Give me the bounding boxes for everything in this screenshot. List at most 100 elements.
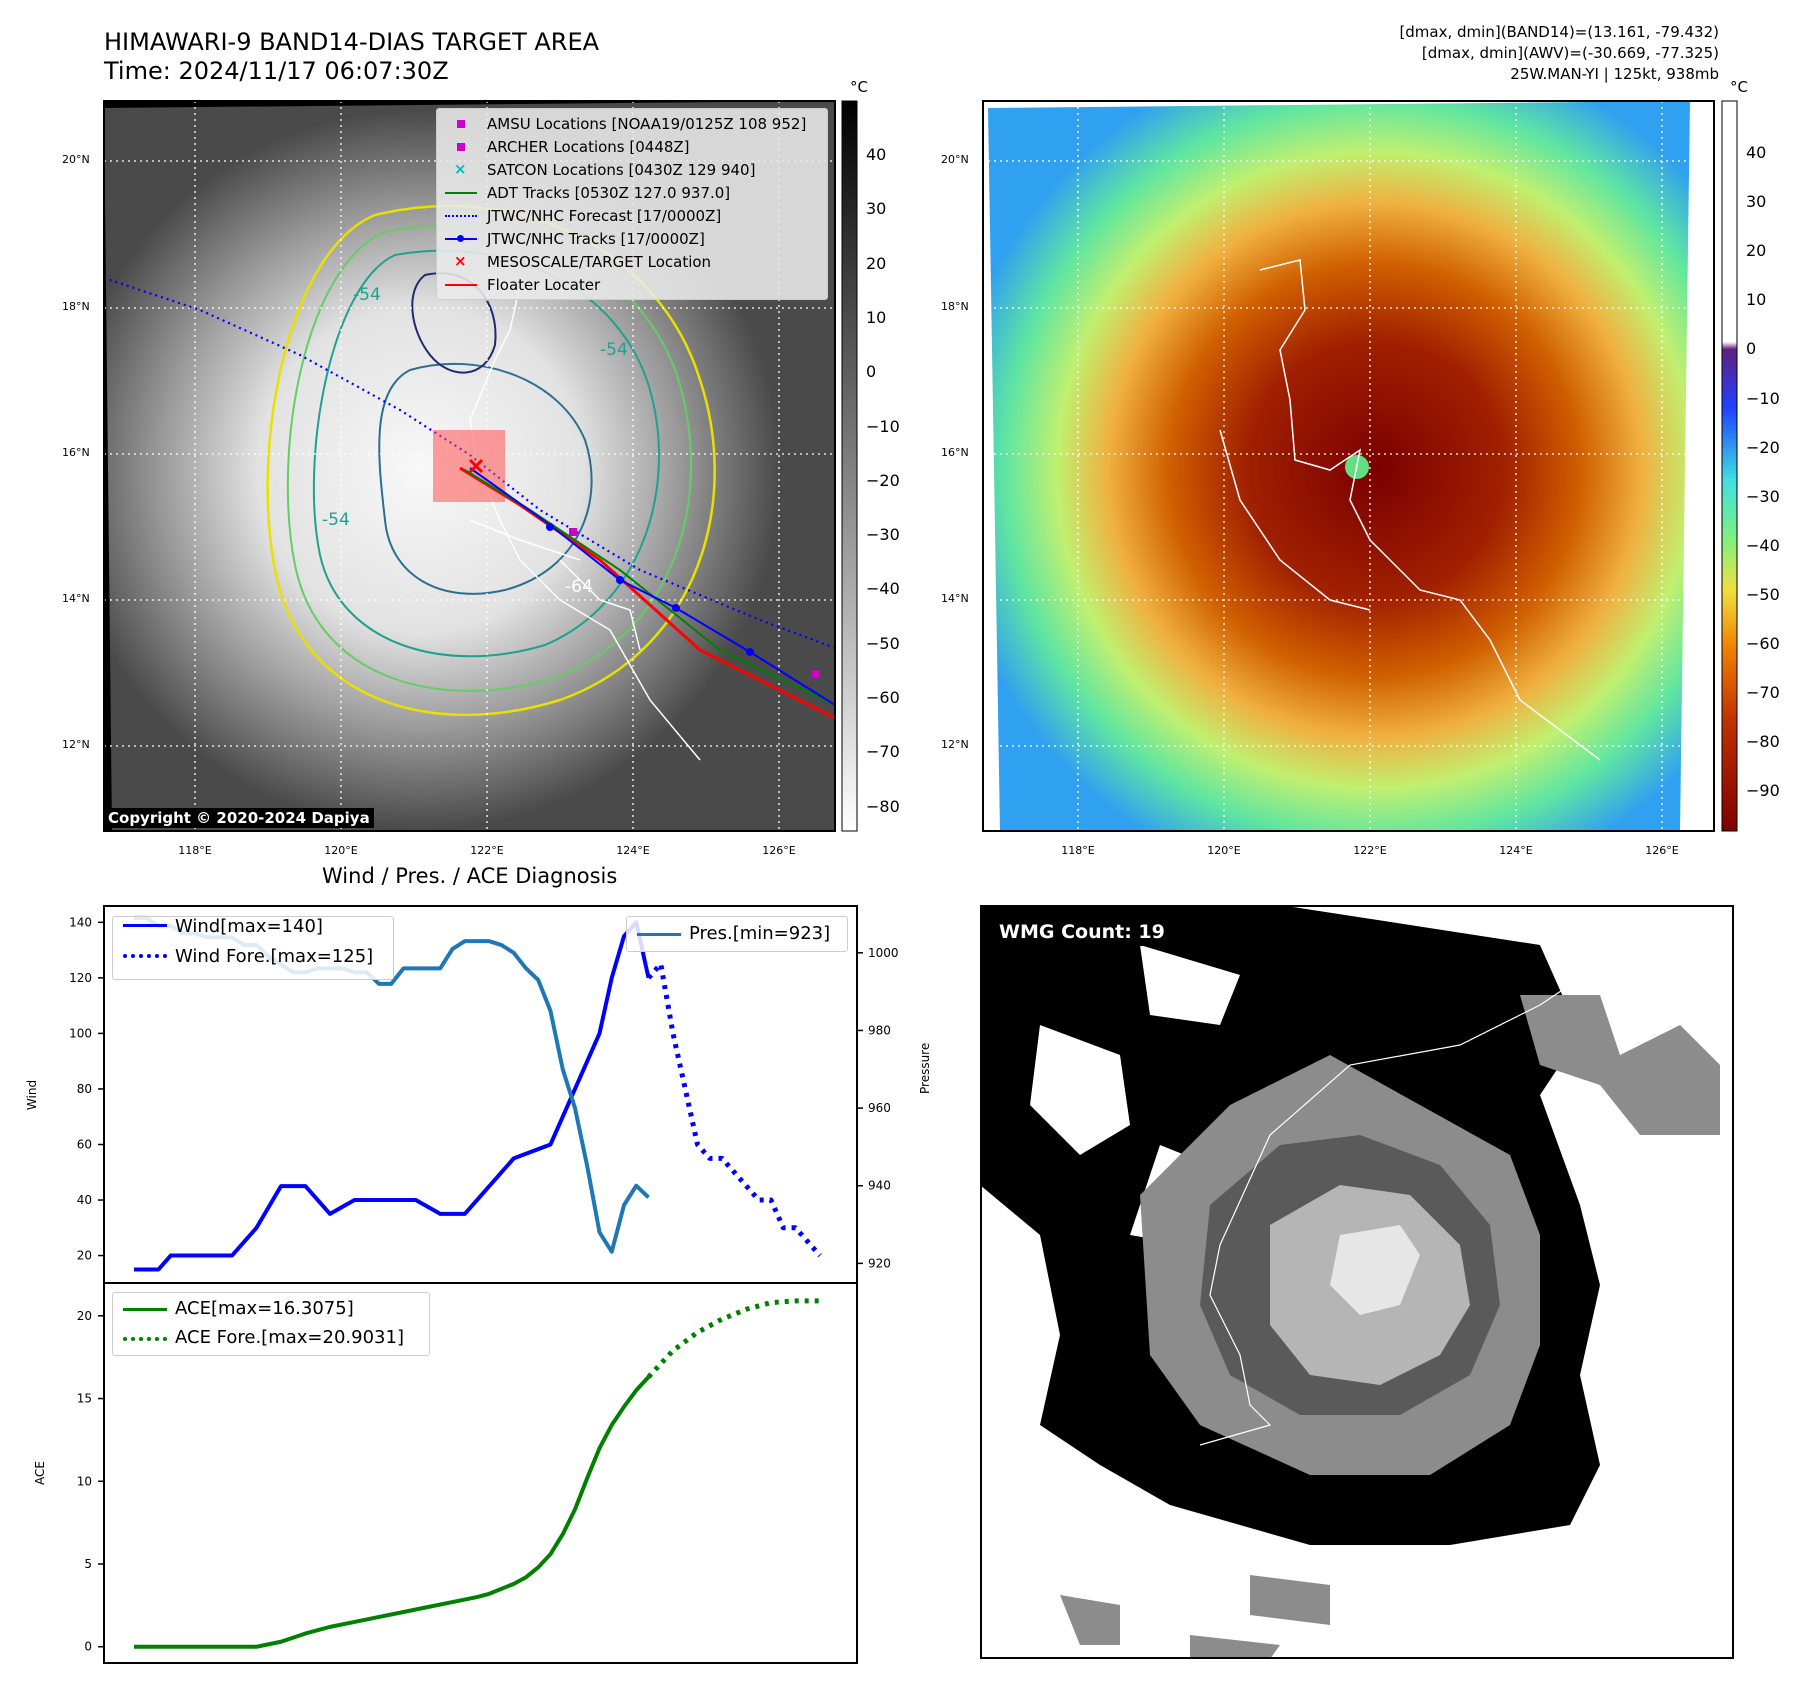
map1-contour-label: -64 [565,577,593,597]
wind-fore-legend-label: Wind Fore.[max=125] [175,946,374,967]
ace-ytick-label: 15 [77,1392,92,1406]
map1-legend-item: Floater Locater [437,274,827,296]
wmg-eye [1330,1225,1420,1315]
ace-legend: ACE[max=16.3075] ACE Fore.[max=20.9031] [112,1292,430,1356]
map2-lat-label: 20°N [941,153,969,166]
wind-ytick-label: 140 [69,915,92,929]
map1-contour-blue [378,362,593,595]
wind-series-line [134,920,651,1272]
wmg-frame [980,905,1734,1659]
wind-legend-label: Wind[max=140] [175,916,323,937]
map2-lat-label: 18°N [941,300,969,313]
map1-legend-item: × MESOSCALE/TARGET Location [437,251,827,273]
wmg-count-label: WMG Count: 19 [993,918,1171,946]
wind-ytick-label: 60 [77,1137,92,1151]
pressure-ytick-label: 1000 [868,946,899,960]
copyright-label: Copyright © 2020-2024 Dapiya [104,808,374,828]
map1-colorbar-unit: °C [850,78,868,96]
map2-colorbar-tick: −90 [1746,781,1780,801]
ace-ytick-label: 0 [84,1640,92,1654]
pressure-legend-swatch [637,933,681,936]
map2-colorbar-tick: 40 [1746,143,1767,162]
map1-contour-label: -54 [322,510,350,530]
wmg-panel [980,905,1736,1659]
map2-color-panel [982,100,1738,832]
info-storm-id: 25W.MAN-YI | 125kt, 938mb [1510,65,1719,83]
map1-legend-item: × SATCON Locations [0430Z 129 940] [437,159,827,181]
map1-legend-swatch: × [454,252,467,270]
map2-gridlines [988,101,1690,831]
map1-amsu-marker [569,528,577,536]
ace-axes-frame [103,1282,858,1664]
pressure-ylabel-text: Pressure [918,1042,932,1094]
map1-legend-swatch [457,143,465,151]
map1-legend-item: JTWC/NHC Forecast [17/0000Z] [437,205,827,227]
pressure-ytick-label: 960 [868,1101,891,1115]
map1-legend-swatch [445,284,477,286]
wind-fore-legend-swatch [123,954,167,958]
map2-colorbar-tick: −10 [1746,388,1780,408]
map1-legend-label: JTWC/NHC Tracks [17/0000Z] [487,230,705,248]
map2-colorbar-tick: −60 [1746,634,1780,653]
map1-lon-label: 124°E [616,844,650,857]
map1-legend-swatch: × [454,160,467,178]
map1-colorbar-tick: 0 [866,362,877,382]
wind-ytick-label: 20 [77,1249,92,1263]
map1-archer-marker [812,670,820,678]
wmg-gray-lowerleft [1060,1575,1330,1659]
map2-colorbar-unit: °C [1730,78,1748,96]
map1-colorbar-tick: 40 [866,145,887,164]
pressure-ytick-label: 940 [868,1179,891,1193]
map1-contour-label: -54 [600,340,628,360]
map1-legend-swatch [445,192,477,194]
map2-colorbar-tick: 20 [1746,241,1767,261]
map1-legend-label: JTWC/NHC Forecast [17/0000Z] [487,207,722,225]
map1-lon-label: 122°E [470,844,504,857]
map1-colorbar-tick: 30 [866,199,887,219]
map2-lat-label: 16°N [941,446,969,459]
wind-ytick-label: 80 [77,1082,92,1096]
map1-legend-label: MESOSCALE/TARGET Location [487,253,712,271]
map1-frame [103,100,836,832]
map2-lon-label: 118°E [1061,844,1095,857]
map2-lon-label: 122°E [1353,844,1387,857]
map2-coastline [1219,259,1601,761]
ace-ylabel: ACE [33,1461,47,1485]
map1-adt-track [464,469,836,706]
map2-colorbar-tick: 30 [1746,192,1767,212]
wind-ylabel: Wind [25,1080,39,1110]
map2-colorbar-tick: −40 [1746,535,1780,555]
map1-contour-teal [312,249,660,658]
diagnosis-title: Wind / Pres. / ACE Diagnosis [322,864,618,888]
pressure-ytick-label: 920 [868,1256,891,1270]
map2-colorbar-tick: −80 [1746,732,1780,752]
map1-legend-swatch [445,215,477,217]
map1-legend-label: AMSU Locations [NOAA19/0125Z 108 952] [487,115,807,133]
map2-colorbar-tick: −30 [1746,486,1780,506]
map1-lat-label: 14°N [62,592,90,605]
map1-mesoscale-marker [468,458,484,474]
wind-forecast-series-line [646,961,822,1258]
map1-lon-label: 118°E [178,844,212,857]
ace-legend-label: ACE[max=16.3075] [175,1298,354,1319]
ace-fore-legend-label: ACE Fore.[max=20.9031] [175,1327,404,1348]
wind-legend-swatch [123,924,167,927]
wmg-coastline [1199,964,1601,1446]
map2-lat-label: 14°N [941,592,969,605]
map1-contour-label: -54 [353,285,381,305]
map1-colorbar-tick: −10 [866,416,900,436]
map1-legend-swatch [445,235,477,242]
pressure-legend-label: Pres.[min=923] [689,923,831,944]
ace-legend-swatch [123,1308,167,1311]
map1-colorbar-tick: −60 [866,688,900,707]
map1-colorbar-tick: −20 [866,470,900,490]
wind-ytick-label: 120 [69,971,92,985]
map1-legend-swatch-dot [457,235,464,242]
map2-lon-label: 120°E [1207,844,1241,857]
map2-lat-label: 12°N [941,738,969,751]
map1-legend-label: Floater Locater [487,276,601,294]
map1-legend-item: JTWC/NHC Tracks [17/0000Z] [437,228,827,250]
map1-lat-label: 18°N [62,300,90,313]
map2-colorbar-tick: −70 [1746,683,1780,703]
map1-colorbar-tick: −40 [866,579,900,599]
